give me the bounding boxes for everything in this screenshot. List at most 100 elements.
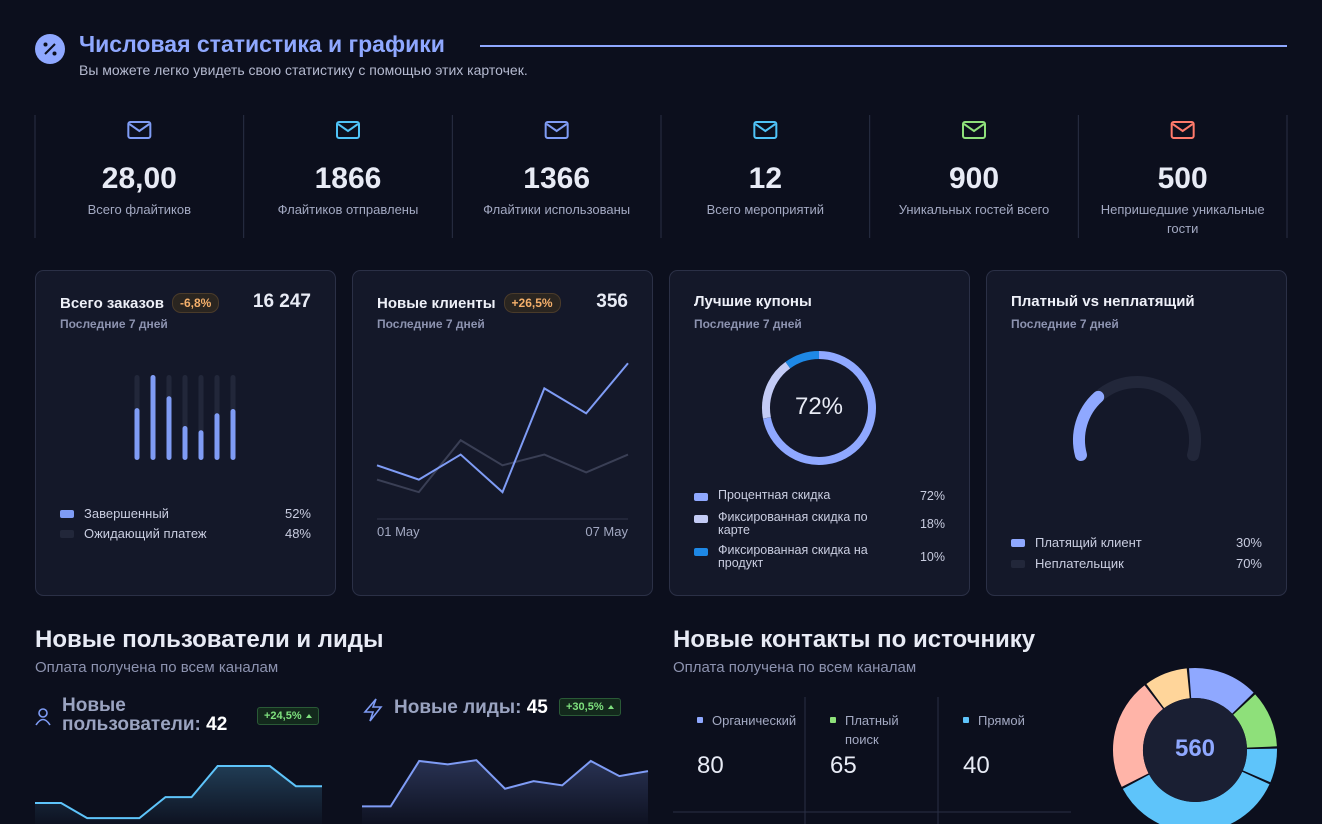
line-series bbox=[376, 438, 629, 494]
card bbox=[352, 270, 653, 596]
change-badge: -6,8% bbox=[172, 293, 220, 313]
line-series bbox=[376, 362, 629, 494]
bar bbox=[198, 430, 204, 460]
legend-value: 52% bbox=[284, 506, 311, 521]
change-badge: +24,5% bbox=[257, 707, 319, 725]
legend-value: 70% bbox=[1235, 556, 1262, 571]
icon-body bbox=[127, 121, 152, 139]
block-icon bbox=[363, 698, 383, 722]
change-arrow bbox=[607, 705, 614, 709]
bar bbox=[230, 409, 236, 460]
gauge-segment bbox=[1073, 390, 1105, 462]
legend-swatch bbox=[694, 548, 708, 556]
icon-body bbox=[1170, 121, 1195, 139]
icon-flap bbox=[963, 123, 985, 133]
donut-segment bbox=[785, 351, 820, 369]
stat-icon bbox=[336, 121, 360, 139]
card-title: Всего заказов bbox=[60, 294, 164, 312]
legend-value: 10% bbox=[919, 550, 945, 564]
card-title: Новые клиенты bbox=[377, 294, 496, 312]
section-subtitle: Оплата получена по всем каналам bbox=[35, 659, 279, 676]
block-label-text: Новые пользователи: bbox=[62, 695, 201, 735]
donut-total: 560 bbox=[1174, 735, 1216, 762]
bar bbox=[166, 396, 172, 460]
legend-name: Завершенный bbox=[84, 506, 169, 521]
header-icon bbox=[35, 34, 65, 64]
legend-name: Фиксированная скидка по карте bbox=[718, 510, 868, 537]
donut-segment bbox=[1188, 668, 1254, 715]
legend-dot bbox=[830, 717, 836, 723]
change-badge: +30,5% bbox=[559, 698, 621, 716]
donut-segment bbox=[762, 361, 791, 419]
stat-label: Флайтиков отправлены bbox=[277, 202, 419, 217]
change-text: +30,5% bbox=[566, 701, 604, 713]
bar bbox=[182, 426, 188, 460]
legend-swatch bbox=[1011, 560, 1025, 568]
bar bbox=[150, 375, 156, 460]
card-period: Последние 7 дней bbox=[60, 317, 168, 331]
stat-icon bbox=[753, 121, 778, 139]
stat-label: Флайтики использованы bbox=[483, 202, 631, 217]
donut-segment bbox=[1242, 748, 1277, 783]
donut-segment bbox=[763, 351, 876, 465]
stat-value: 28,00 bbox=[101, 162, 177, 195]
stat-label: Непришедшие уникальные гости bbox=[1100, 202, 1265, 236]
icon-body bbox=[35, 718, 51, 726]
legend-value: 30% bbox=[1235, 535, 1262, 550]
card-title: Платный vs неплатящий bbox=[1011, 293, 1195, 310]
legend-dot bbox=[963, 717, 969, 723]
donut-segment bbox=[1122, 771, 1270, 824]
x-tick-label: 07 May bbox=[585, 524, 628, 539]
card-total: 356 bbox=[596, 291, 628, 312]
source-name: Платный поиск bbox=[845, 713, 899, 747]
icon-flap bbox=[337, 123, 359, 133]
block-label: Новые пользователи: 42 bbox=[62, 696, 252, 734]
card-title-row: Новые клиенты +26,5% bbox=[377, 293, 561, 313]
legend-value: 18% bbox=[919, 517, 945, 531]
legend-swatch bbox=[694, 493, 708, 501]
area-fill bbox=[35, 766, 322, 824]
icon-body bbox=[753, 121, 778, 139]
page-subtitle: Вы можете легко увидеть свою статистику … bbox=[79, 62, 528, 78]
legend-swatch bbox=[60, 530, 74, 538]
stat-icon bbox=[1170, 121, 1195, 139]
block-icon bbox=[35, 708, 51, 726]
page-title: Числовая статистика и графики bbox=[79, 31, 445, 57]
card-title: Лучшие купоны bbox=[694, 293, 812, 310]
block-value: 42 bbox=[206, 714, 228, 735]
legend-name: Процентная скидка bbox=[718, 488, 831, 502]
legend-swatch bbox=[60, 510, 74, 518]
card-title-row: Всего заказов -6,8% bbox=[60, 293, 220, 313]
donut-segment bbox=[1146, 668, 1191, 709]
icon-flap bbox=[546, 123, 568, 133]
card bbox=[669, 270, 970, 596]
legend-name: Платящий клиент bbox=[1035, 535, 1142, 550]
icon-flap bbox=[754, 123, 776, 133]
source-value: 80 bbox=[697, 752, 724, 779]
donut-segment bbox=[1232, 694, 1277, 749]
icon-body bbox=[962, 121, 986, 139]
card-title-row: Лучшие купоны bbox=[694, 293, 812, 310]
stat-icon bbox=[962, 121, 986, 139]
stat-value: 900 bbox=[948, 162, 1000, 195]
icon-body bbox=[544, 121, 569, 139]
legend-name: Фиксированная скидка на продукт bbox=[718, 543, 868, 570]
legend-value: 72% bbox=[919, 489, 945, 503]
x-tick-label: 01 May bbox=[377, 524, 420, 539]
block-label: Новые лиды: 45 bbox=[394, 698, 594, 717]
stat-label: Всего мероприятий bbox=[706, 202, 825, 217]
change-arrow bbox=[305, 714, 312, 718]
source-name: Прямой bbox=[978, 713, 1025, 728]
stat-value: 500 bbox=[1157, 162, 1208, 195]
donut-center-label: 72% bbox=[794, 393, 844, 420]
stat-value: 12 bbox=[748, 162, 783, 195]
section-subtitle: Оплата получена по всем каналам bbox=[673, 659, 917, 676]
card-period: Последние 7 дней bbox=[694, 317, 802, 331]
area-fill bbox=[362, 760, 648, 824]
source-value: 65 bbox=[830, 752, 857, 779]
donut-segment bbox=[1113, 685, 1164, 787]
icon-flap bbox=[1172, 123, 1194, 133]
bar bbox=[134, 408, 140, 460]
source-name: Органический bbox=[712, 713, 797, 728]
